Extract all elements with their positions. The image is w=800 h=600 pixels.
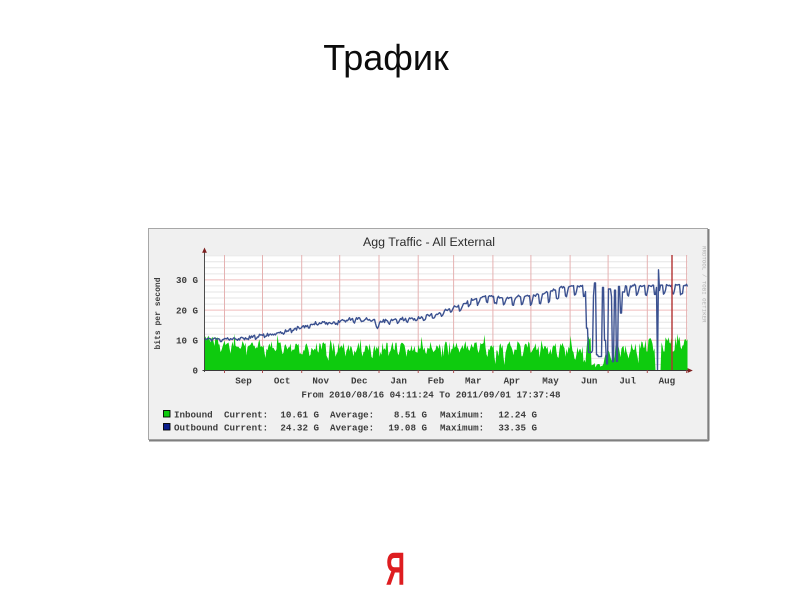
svg-text:19.08 G: 19.08 G: [388, 422, 427, 433]
svg-text:bits per second: bits per second: [154, 277, 163, 349]
svg-text:Feb: Feb: [428, 376, 445, 387]
svg-text:Jul: Jul: [619, 376, 636, 387]
svg-text:10 G: 10 G: [176, 336, 199, 347]
svg-text:33.35 G: 33.35 G: [498, 422, 537, 433]
svg-text:Maximum:: Maximum:: [440, 409, 484, 420]
svg-text:Oct: Oct: [274, 376, 291, 387]
svg-text:Я: Я: [386, 543, 405, 594]
svg-text:Current:: Current:: [224, 409, 268, 420]
svg-text:Apr: Apr: [504, 376, 521, 387]
svg-text:0: 0: [192, 366, 198, 377]
svg-text:Jan: Jan: [390, 376, 407, 387]
svg-text:10.61 G: 10.61 G: [280, 409, 319, 420]
svg-text:From 2010/08/16 04:11:24 To 20: From 2010/08/16 04:11:24 To 2011/09/01 1…: [301, 390, 561, 401]
svg-text:Average:: Average:: [330, 422, 374, 433]
svg-text:Agg Traffic - All External: Agg Traffic - All External: [363, 235, 495, 249]
svg-text:Aug: Aug: [659, 376, 676, 387]
svg-text:May: May: [542, 376, 559, 387]
svg-text:Outbound: Outbound: [174, 422, 218, 433]
svg-text:Average:: Average:: [330, 409, 374, 420]
svg-text:8.51 G: 8.51 G: [394, 409, 428, 420]
svg-text:Inbound: Inbound: [174, 409, 213, 420]
svg-text:Jun: Jun: [581, 376, 598, 387]
svg-text:24.32 G: 24.32 G: [280, 422, 319, 433]
svg-text:Dec: Dec: [351, 376, 368, 387]
svg-text:30 G: 30 G: [176, 275, 199, 286]
svg-text:Maximum:: Maximum:: [440, 422, 484, 433]
svg-text:12.24 G: 12.24 G: [498, 409, 537, 420]
svg-text:20 G: 20 G: [176, 305, 199, 316]
svg-text:Mar: Mar: [465, 376, 482, 387]
svg-text:Current:: Current:: [224, 422, 268, 433]
svg-text:Sep: Sep: [235, 376, 252, 387]
svg-text:RRDTOOL / TOBI OETIKER: RRDTOOL / TOBI OETIKER: [701, 246, 708, 323]
svg-text:Nov: Nov: [312, 376, 329, 387]
